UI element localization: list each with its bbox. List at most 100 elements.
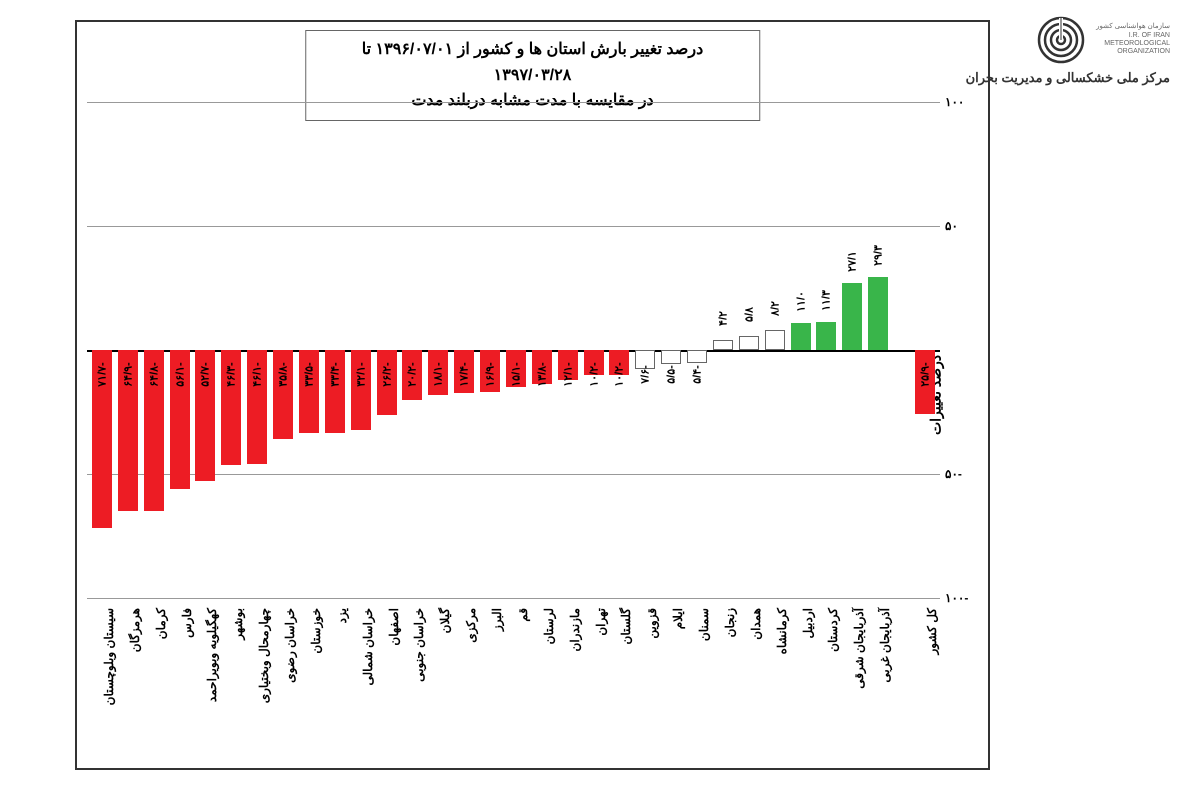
x-axis-label: تهران — [594, 608, 608, 636]
y-tick-label: ۵۰ — [945, 219, 980, 233]
org-line4: ORGANIZATION — [1096, 48, 1170, 56]
bar — [842, 283, 862, 350]
bar-slot: -۴۶/۳ — [219, 102, 243, 598]
x-label-slot: یزد — [323, 603, 347, 768]
bar — [791, 323, 811, 350]
bar-value-label: -۲۰/۲ — [406, 362, 419, 386]
x-axis-label: خراسان رضوی — [283, 608, 297, 683]
bar-value-label: -۷/۶ — [639, 365, 652, 384]
bar-slot: -۷/۶ — [633, 102, 657, 598]
bar-slot: -۲۰/۲ — [401, 102, 425, 598]
title-line1: درصد تغییر بارش استان ها و کشور از ۱۳۹۶/… — [324, 37, 742, 88]
bar-value-label: -۲۵/۹ — [919, 362, 932, 386]
x-axis-label: بوشهر — [231, 608, 245, 640]
gap — [892, 102, 911, 598]
x-axis-label: قزوین — [645, 608, 659, 639]
x-label-slot: مرکزی — [452, 603, 476, 768]
x-axis-label: اصفهان — [387, 608, 401, 646]
bar-slot: -۱۳/۸ — [530, 102, 554, 598]
org-line2: I.R. OF IRAN — [1096, 32, 1170, 40]
bar-slot: -۱۲/۱ — [556, 102, 580, 598]
bar-slot: ۴/۲ — [711, 102, 735, 598]
gridline — [87, 598, 940, 599]
x-axis-label: مازندران — [568, 608, 582, 651]
x-axis-label: قم — [516, 608, 530, 622]
bar-value-label: ۸/۲ — [768, 301, 781, 316]
x-label-slot: کرمانشاه — [763, 603, 787, 768]
bar-slot: -۵/۵ — [659, 102, 683, 598]
x-axis-label: آذربایجان غربی — [878, 608, 892, 683]
x-label-slot: کرمان — [142, 603, 166, 768]
x-label-slot: البرز — [478, 603, 502, 768]
meteorology-logo-icon — [1036, 15, 1086, 65]
bar-slot: -۱۰/۲ — [608, 102, 632, 598]
y-tick-label: ۱۰۰ — [945, 95, 980, 109]
x-axis-label: کرمانشاه — [775, 608, 789, 654]
x-label-slot: قزوین — [633, 603, 657, 768]
x-label-slot: چهارمحال وبختیاری — [245, 603, 269, 768]
org-line3: METEOROLOGICAL — [1096, 40, 1170, 48]
bar-slot: -۴۶/۱ — [245, 102, 269, 598]
x-label-slot: هرمزگان — [116, 603, 140, 768]
x-label-slot: سیستان وبلوچستان — [90, 603, 114, 768]
bar-slot: -۶۴/۸ — [142, 102, 166, 598]
bar-value-label: ۲۷/۱ — [846, 251, 859, 272]
bar-slot: -۳۲/۱ — [349, 102, 373, 598]
bar-slot: ۱۱/۳ — [815, 102, 839, 598]
bar-value-label: -۵/۵ — [665, 365, 678, 384]
bar-value-label: -۱۶/۹ — [484, 362, 497, 386]
x-label-slot: زنجان — [711, 603, 735, 768]
x-label-slot: اردبیل — [789, 603, 813, 768]
x-axis-label: خوزستان — [309, 608, 323, 654]
bar-value-label: -۱۲/۱ — [561, 362, 574, 386]
bar-value-label: -۱۰/۲ — [613, 362, 626, 386]
bar-value-label: ۱۱/۰ — [794, 291, 807, 312]
center-subtitle: مرکز ملی خشکسالی و مدیریت بحران — [966, 70, 1170, 86]
x-axis-label: البرز — [490, 608, 504, 631]
x-axis-label: مرکزی — [464, 608, 478, 643]
x-label-slot: ایلام — [659, 603, 683, 768]
bar-slot: -۳۳/۵ — [297, 102, 321, 598]
x-label-slot: فارس — [168, 603, 192, 768]
x-axis-label: اردبیل — [801, 608, 815, 639]
bar-value-label: -۲۶/۲ — [380, 362, 393, 386]
bar-slot: -۱۸/۱ — [426, 102, 450, 598]
x-axis-label: خراسان شمالی — [361, 608, 375, 686]
y-tick-label: -۵۰ — [945, 467, 980, 481]
plot-area: -۱۰۰-۵۰۵۰۱۰۰-۷۱/۷-۶۴/۹-۶۴/۸-۵۶/۱-۵۲/۷-۴۶… — [87, 102, 940, 598]
bar-value-label: -۱۸/۱ — [432, 362, 445, 386]
bars-container: -۷۱/۷ -۶۴/۹-۶۴/۸-۵۶/۱ -۵۲/۷ -۴۶/۳ -۴۶/۱ -۳۵/۸… — [87, 102, 940, 598]
bar-value-label: ۴/۲ — [716, 311, 729, 326]
bar-value-label: -۳۳/۴ — [328, 362, 341, 386]
x-label-slot: سمنان — [685, 603, 709, 768]
x-label-slot: آذربایجان شرقی — [840, 603, 864, 768]
x-axis-label: زنجان — [723, 608, 737, 637]
bar-slot: -۶۴/۹ — [116, 102, 140, 598]
bar-value-label: ۵/۸ — [742, 307, 755, 322]
bar-slot: -۳۳/۴ — [323, 102, 347, 598]
x-axis-label: سمنان — [697, 608, 711, 641]
bar-value-label: -۴۶/۳ — [225, 362, 238, 386]
bar — [765, 330, 785, 350]
bar-value-label: -۷۱/۷ — [95, 362, 108, 386]
bar-slot: -۵۶/۱ — [168, 102, 192, 598]
bar-value-label: -۵۲/۷ — [199, 362, 212, 386]
bar-slot: ۱۱/۰ — [789, 102, 813, 598]
x-label-slot: اصفهان — [375, 603, 399, 768]
x-label-slot: خراسان رضوی — [271, 603, 295, 768]
bar-value-label: -۳۵/۸ — [277, 362, 290, 386]
x-axis-label: فارس — [180, 608, 194, 638]
bar-slot: -۲۵/۹ — [913, 102, 937, 598]
x-axis-label: کهگیلویه وبویراحمد — [205, 608, 219, 702]
x-label-slot: کردستان — [815, 603, 839, 768]
x-label-slot: مازندران — [556, 603, 580, 768]
chart-container: درصد تغییر بارش استان ها و کشور از ۱۳۹۶/… — [75, 20, 990, 770]
bar-slot: -۵/۴ — [685, 102, 709, 598]
bar-slot: -۱۷/۴ — [452, 102, 476, 598]
bar-slot: -۱۰/۲ — [582, 102, 606, 598]
x-axis-label: گیلان — [438, 608, 452, 633]
org-line1: سازمان هواشناسی کشور — [1096, 23, 1170, 31]
bar-slot: ۲۷/۱ — [840, 102, 864, 598]
x-label-slot: خراسان جنوبی — [401, 603, 425, 768]
bar-value-label: -۵/۴ — [691, 365, 704, 384]
